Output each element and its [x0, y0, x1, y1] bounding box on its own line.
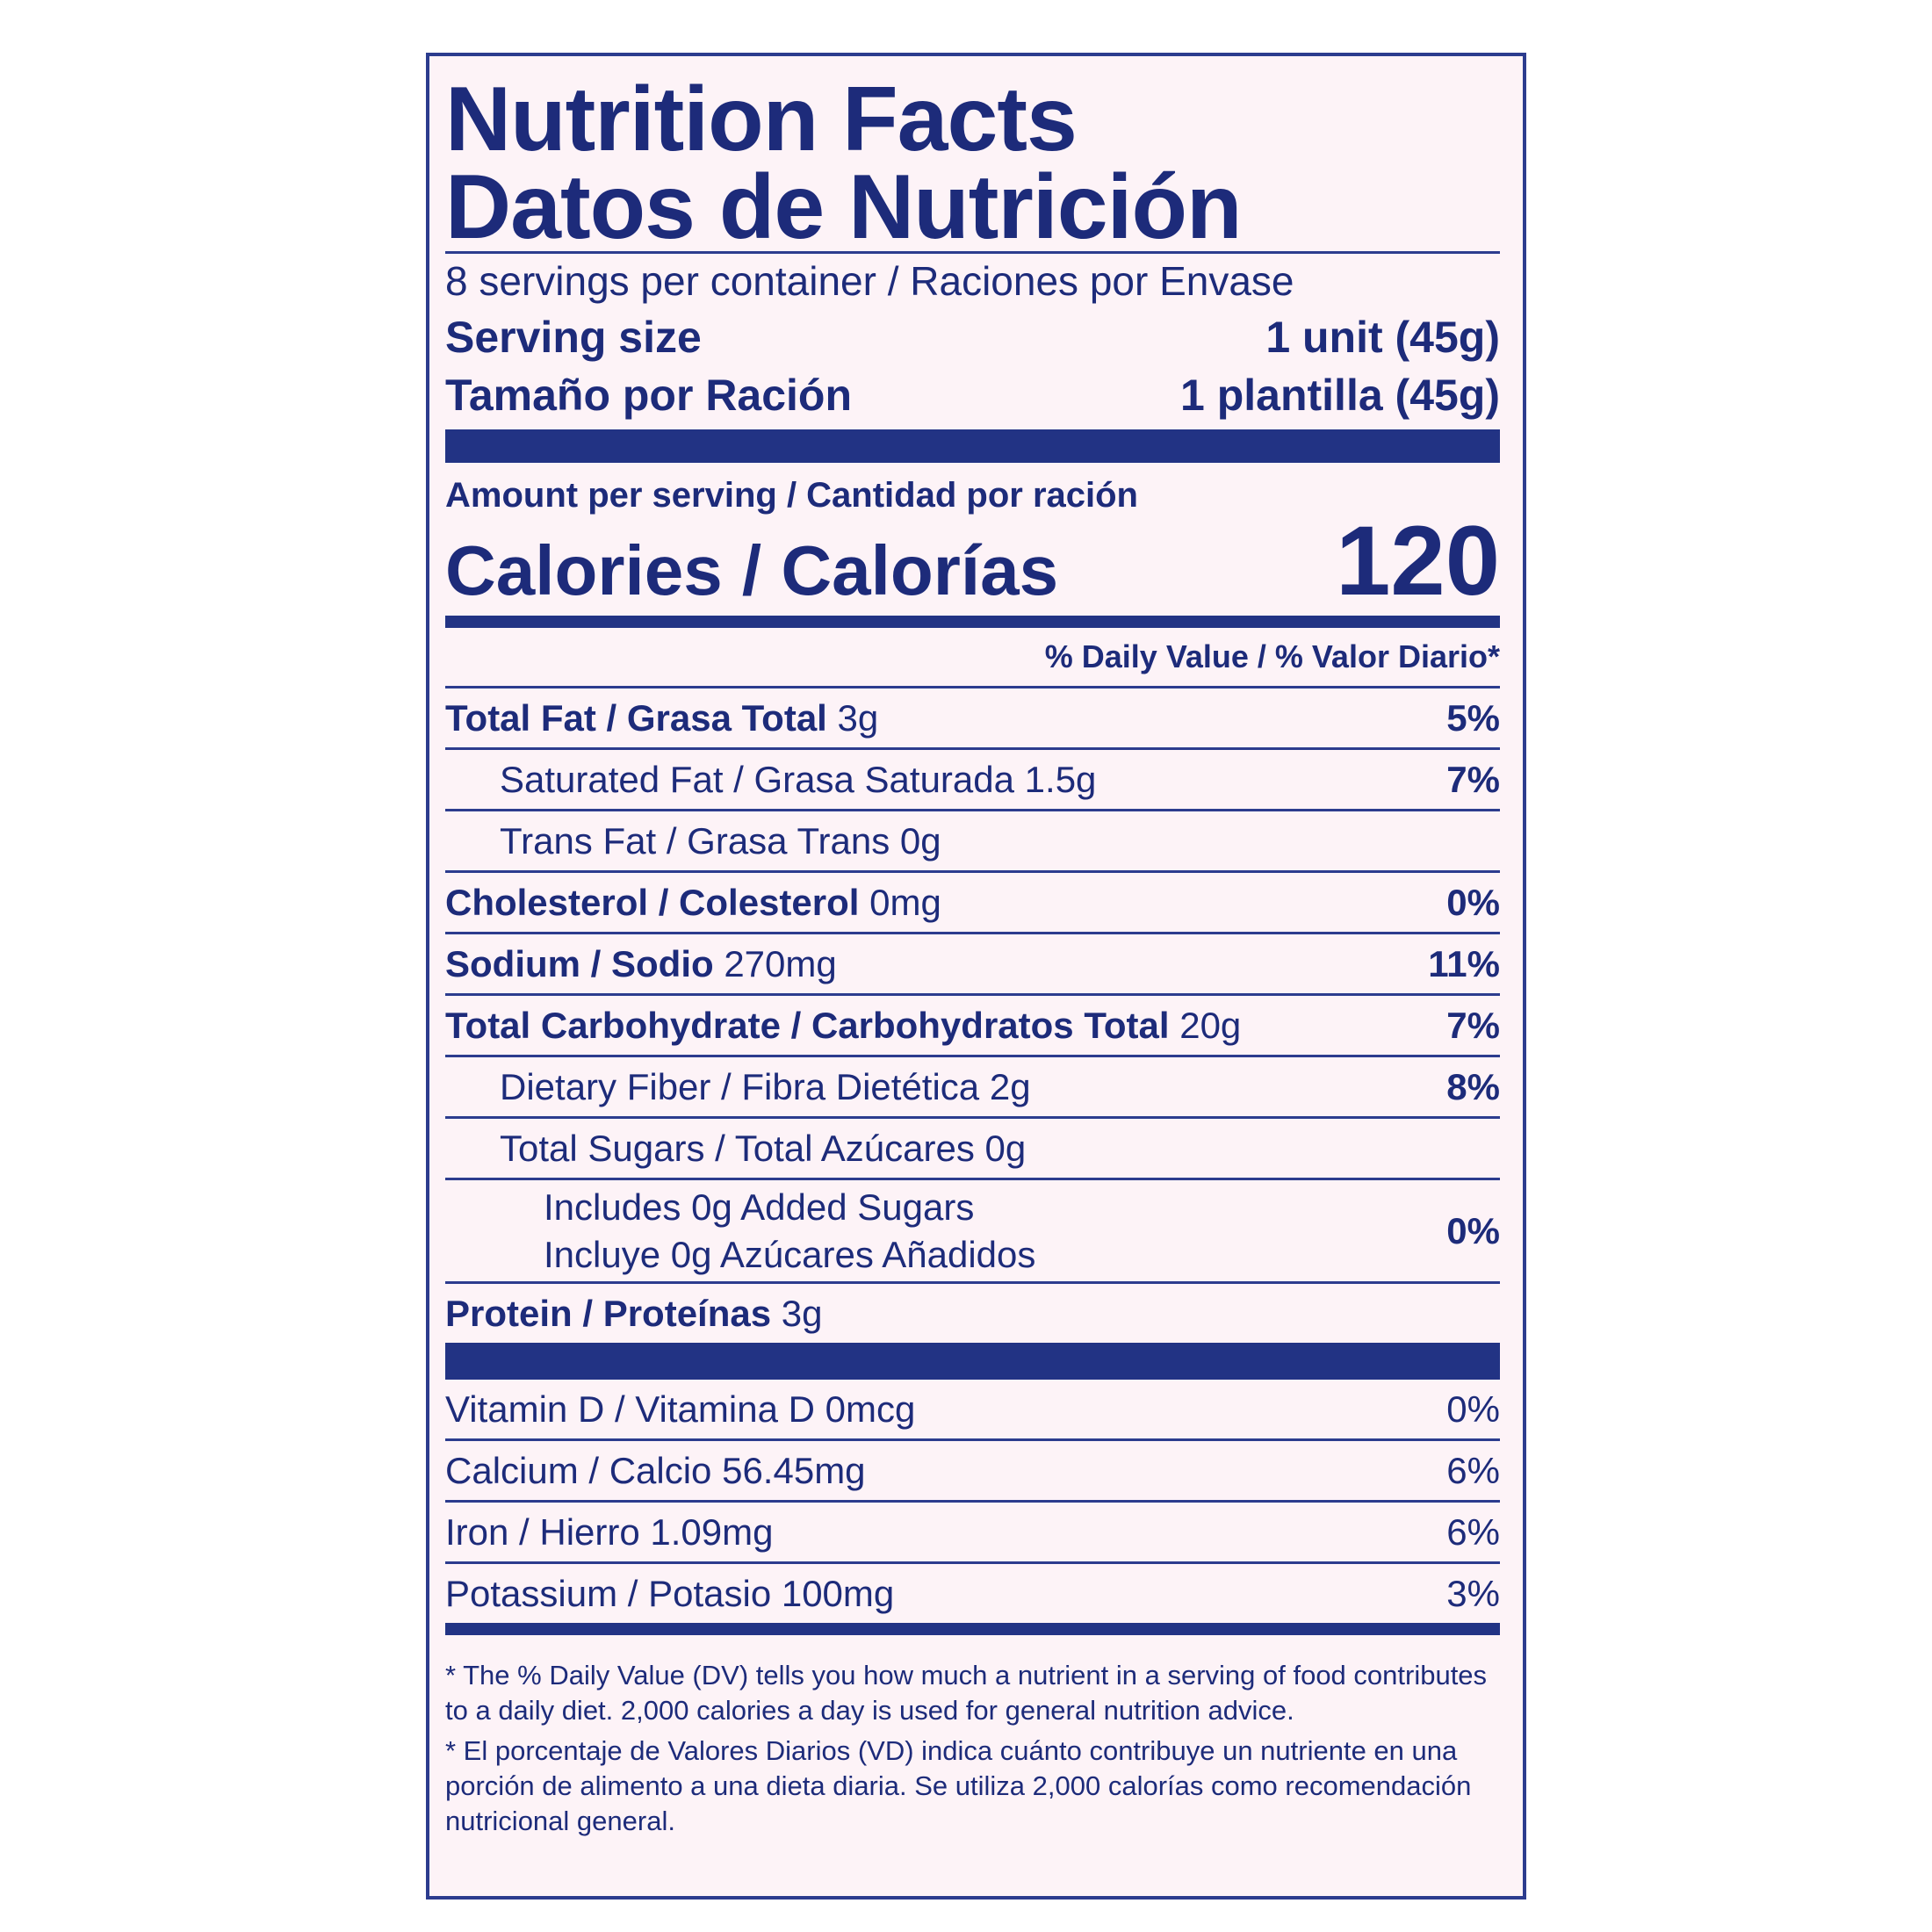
- nutrient-name: Cholesterol / Colesterol: [445, 881, 860, 923]
- vitamin-dv: 0%: [1446, 1388, 1500, 1430]
- serving-label: Tamaño por Ración: [445, 371, 853, 420]
- nutrient-row: Cholesterol / Colesterol 0mg 0%: [445, 873, 1500, 934]
- nutrition-label: Nutrition Facts Datos de Nutrición 8 ser…: [426, 53, 1526, 1900]
- rule: [445, 686, 1500, 688]
- vitamin-amount: 0mcg: [825, 1388, 916, 1430]
- nutrient-name: Total Fat / Grasa Total: [445, 696, 827, 739]
- nutrient-dv: 0%: [1446, 881, 1500, 923]
- vitamin-name: Iron / Hierro: [445, 1510, 640, 1553]
- vitamin-dv: 6%: [1446, 1449, 1500, 1491]
- vitamin-row: Vitamin D / Vitamina D 0mcg 0%: [445, 1380, 1500, 1441]
- thick-bar: [445, 1343, 1500, 1380]
- added-sugars-es: Incluye 0g Azúcares Añadidos: [544, 1233, 1036, 1275]
- nutrient-amount: 270mg: [724, 942, 837, 984]
- calories-row: Calories / Calorías 120: [445, 506, 1500, 616]
- nutrient-amount: 3g: [837, 696, 879, 739]
- vitamin-amount: 56.45mg: [722, 1449, 866, 1491]
- calories-label: Calories / Calorías: [445, 531, 1059, 609]
- servings: 8 servings per container / Raciones por …: [445, 258, 1294, 304]
- vitamin-name: Calcium / Calcio: [445, 1449, 712, 1491]
- nutrient-dv: 7%: [1446, 758, 1500, 800]
- serving-value: 1 unit (45g): [1265, 313, 1500, 362]
- nutrient-row: Sodium / Sodio 270mg 11%: [445, 934, 1500, 996]
- vitamin-name: Vitamin D / Vitamina D: [445, 1388, 815, 1430]
- nutrient-dv: 7%: [1446, 1004, 1500, 1046]
- footnote: * El porcentaje de Valores Diarios (VD) …: [445, 1735, 1472, 1836]
- vitamin-dv: 6%: [1446, 1510, 1500, 1553]
- nutrient-name: Trans Fat / Grasa Trans: [500, 819, 890, 861]
- thick-bar: [445, 429, 1500, 463]
- nutrient-row: Protein / Proteínas 3g: [445, 1284, 1500, 1343]
- vitamin-name: Potassium / Potasio: [445, 1572, 772, 1614]
- nutrient-amount: 2g: [989, 1065, 1031, 1107]
- serving-value: 1 plantilla (45g): [1180, 371, 1500, 420]
- vitamin-row: Calcium / Calcio 56.45mg 6%: [445, 1441, 1500, 1503]
- title-es: Datos de Nutrición: [445, 156, 1243, 258]
- amount-heading: Amount per serving / Cantidad por ración: [445, 476, 1138, 515]
- vitamin-row: Iron / Hierro 1.09mg 6%: [445, 1503, 1500, 1564]
- title: Nutrition Facts: [445, 68, 1078, 170]
- nutrient-dv: 8%: [1446, 1065, 1500, 1107]
- nutrient-row: Saturated Fat / Grasa Saturada 1.5g 7%: [445, 750, 1500, 811]
- nutrient-row: Total Sugars / Total Azúcares 0g: [445, 1119, 1500, 1180]
- nutrient-name: Total Carbohydrate / Carbohydratos Total: [445, 1004, 1170, 1046]
- vitamin-amount: 100mg: [781, 1572, 895, 1614]
- nutrient-row: Total Carbohydrate / Carbohydratos Total…: [445, 996, 1500, 1057]
- nutrient-amount: 20g: [1179, 1004, 1242, 1046]
- vitamin-amount: 1.09mg: [650, 1510, 774, 1553]
- serving-size: Serving size 1 unit (45g): [445, 308, 1500, 366]
- nutrient-amount: 1.5g: [1024, 758, 1097, 800]
- serving-size-es: Tamaño por Ración 1 plantilla (45g): [445, 366, 1500, 424]
- calories-value: 120: [1336, 506, 1500, 616]
- nutrient-name: Dietary Fiber / Fibra Dietética: [500, 1065, 980, 1107]
- vitamins: Vitamin D / Vitamina D 0mcg 0% Calcium /…: [445, 1380, 1500, 1623]
- footnote: * The % Daily Value (DV) tells you how m…: [445, 1660, 1488, 1726]
- nutrient-dv: 11%: [1428, 942, 1500, 984]
- dv-heading: % Daily Value / % Valor Diario*: [1044, 638, 1500, 674]
- vitamin-row: Potassium / Potasio 100mg 3%: [445, 1564, 1500, 1623]
- serving-label: Serving size: [445, 313, 702, 362]
- nutrient-dv: 5%: [1446, 696, 1500, 739]
- nutrient-name: Total Sugars / Total Azúcares: [500, 1127, 975, 1169]
- nutrient-row: Total Fat / Grasa Total 3g 5%: [445, 688, 1500, 750]
- nutrient-amount: 0g: [984, 1127, 1027, 1169]
- nutrient-row: Trans Fat / Grasa Trans 0g: [445, 811, 1500, 873]
- nutrient-amount: 3g: [781, 1292, 823, 1334]
- nutrient-dv: 0%: [1446, 1209, 1500, 1251]
- nutrient-name: Sodium / Sodio: [445, 942, 714, 984]
- nutrient-row: Includes 0g Added Sugars Incluye 0g Azúca…: [445, 1180, 1500, 1284]
- vitamin-dv: 3%: [1446, 1572, 1500, 1614]
- nutrient-name: Saturated Fat / Grasa Saturada: [500, 758, 1014, 800]
- nutrient-amount: 0mg: [869, 881, 941, 923]
- medium-bar: [445, 616, 1500, 628]
- nutrient-row: Dietary Fiber / Fibra Dietética 2g 8%: [445, 1057, 1500, 1119]
- nutrient-name: Protein / Proteínas: [445, 1292, 772, 1334]
- added-sugars: Includes 0g Added Sugars: [544, 1186, 975, 1228]
- footnotes: * The % Daily Value (DV) tells you how m…: [445, 1658, 1500, 1839]
- nutrient-amount: 0g: [899, 819, 941, 861]
- medium-bar: [445, 1623, 1500, 1635]
- rule: [445, 251, 1500, 254]
